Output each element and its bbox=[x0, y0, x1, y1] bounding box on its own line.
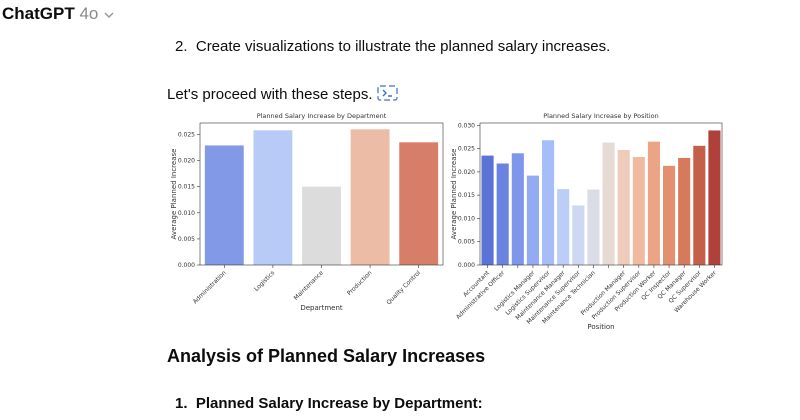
bar bbox=[399, 142, 439, 265]
chart-title: Planned Salary Increase by Position bbox=[543, 112, 659, 120]
y-tick-label: 0.030 bbox=[458, 122, 475, 129]
x-tick-label: Administration bbox=[192, 269, 228, 305]
y-tick-label: 0.025 bbox=[458, 146, 475, 153]
y-tick-label: 0.015 bbox=[178, 184, 195, 191]
bar bbox=[302, 186, 341, 265]
x-tick-label: Quality Control bbox=[385, 269, 422, 306]
y-tick-label: 0.000 bbox=[178, 262, 195, 269]
chart: Planned Salary Increase by Department 0.0… bbox=[170, 112, 444, 312]
y-tick-label: 0.020 bbox=[458, 169, 475, 176]
intro-text: Let's proceed with these steps. bbox=[167, 86, 373, 103]
bar bbox=[678, 157, 691, 265]
x-axis-label: Position bbox=[587, 323, 614, 331]
plot-frame bbox=[199, 122, 444, 266]
chevron bbox=[104, 11, 114, 18]
bar bbox=[526, 175, 539, 265]
code-icon[interactable] bbox=[377, 84, 399, 102]
x-tick-label: Maintenance bbox=[293, 269, 325, 301]
bar bbox=[708, 130, 721, 265]
model-selector[interactable]: ChatGPT 4o bbox=[2, 4, 115, 24]
app-title: ChatGPT bbox=[2, 4, 75, 23]
chart-title: Planned Salary Increase by Department bbox=[257, 112, 387, 120]
bar bbox=[557, 189, 570, 265]
model-name: 4o bbox=[79, 4, 99, 23]
bar bbox=[204, 145, 244, 265]
x-tick-label: Production bbox=[346, 269, 374, 297]
bar bbox=[663, 165, 676, 265]
bar bbox=[632, 156, 645, 265]
x-tick-label: Logistics bbox=[253, 269, 276, 292]
bar bbox=[350, 129, 390, 265]
bar bbox=[496, 163, 509, 265]
chart: Planned Salary Increase by Position 0.000… bbox=[450, 112, 723, 331]
sub-number: 1. bbox=[175, 395, 188, 412]
x-axis-label: Department bbox=[300, 304, 343, 312]
y-tick-label: 0.010 bbox=[178, 210, 195, 217]
bar bbox=[587, 189, 600, 265]
bar bbox=[481, 155, 494, 265]
y-tick-label: 0.010 bbox=[458, 215, 475, 222]
bar bbox=[542, 140, 555, 265]
y-tick-label: 0.020 bbox=[178, 158, 195, 165]
y-tick-label: 0.005 bbox=[178, 236, 195, 243]
sub-item: 1. Planned Salary Increase by Department… bbox=[175, 395, 483, 412]
y-axis-label: Average Planned Increase bbox=[450, 149, 458, 240]
y-tick-label: 0.015 bbox=[458, 192, 475, 199]
y-tick-label: 0.005 bbox=[458, 239, 475, 246]
bar bbox=[253, 130, 293, 265]
plot-frame bbox=[479, 122, 723, 266]
sub-text: Planned Salary Increase by Department: bbox=[195, 395, 483, 412]
step-number: 2. bbox=[175, 38, 188, 55]
y-tick-label: 0.000 bbox=[458, 262, 475, 269]
step-item: 2. Create visualizations to illustrate t… bbox=[175, 38, 610, 55]
bar bbox=[572, 205, 585, 265]
step-text: Create visualizations to illustrate the … bbox=[195, 38, 611, 55]
bar bbox=[511, 153, 524, 265]
bar bbox=[693, 145, 706, 265]
section-heading: Analysis of Planned Salary Increases bbox=[167, 346, 486, 366]
bar bbox=[647, 141, 660, 265]
bar bbox=[617, 150, 630, 265]
y-tick-label: 0.025 bbox=[178, 131, 195, 138]
y-axis-label: Average Planned Increase bbox=[170, 149, 178, 240]
intro-line: Let's proceed with these steps. bbox=[167, 84, 399, 103]
bar bbox=[602, 142, 615, 265]
